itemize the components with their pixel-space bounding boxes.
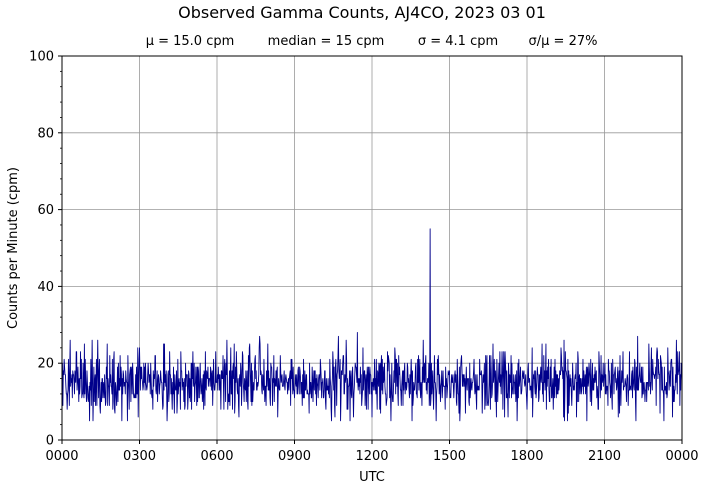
x-tick-label: 0000 <box>45 449 78 464</box>
x-tick-label: 0900 <box>278 449 311 464</box>
y-tick-label: 100 <box>29 50 54 65</box>
stat-cv: σ/μ = 27% <box>529 34 598 49</box>
x-tick-label: 2100 <box>588 449 621 464</box>
axis-ticks: 0000 0300 0600 0900 1200 1500 1800 2100 00000204… <box>29 50 698 465</box>
y-tick-label: 0 <box>46 434 54 449</box>
x-tick-label: 0300 <box>123 449 156 464</box>
y-tick-label: 20 <box>37 357 54 372</box>
series-layer <box>61 228 683 422</box>
stat-sigma: σ = 4.1 cpm <box>418 34 498 49</box>
x-tick-label: 1500 <box>433 449 466 464</box>
x-axis-label: UTC <box>359 470 385 485</box>
stat-median: median = 15 cpm <box>268 34 385 49</box>
stats-row: μ = 15.0 cpm median = 15 cpm σ = 4.1 cpm… <box>146 34 598 49</box>
y-axis-label: Counts per Minute (cpm) <box>6 167 21 329</box>
x-tick-label: 0600 <box>200 449 233 464</box>
stat-mean: μ = 15.0 cpm <box>146 34 235 49</box>
gamma-counts-line <box>61 228 683 422</box>
x-tick-label: 1200 <box>355 449 388 464</box>
y-tick-label: 80 <box>37 126 54 141</box>
y-tick-label: 40 <box>37 280 54 295</box>
y-tick-label: 60 <box>37 203 54 218</box>
x-tick-label: 1800 <box>510 449 543 464</box>
chart-title: Observed Gamma Counts, AJ4CO, 2023 03 01 <box>178 3 546 22</box>
x-tick-label: 0000 <box>665 449 698 464</box>
grid <box>62 56 682 440</box>
